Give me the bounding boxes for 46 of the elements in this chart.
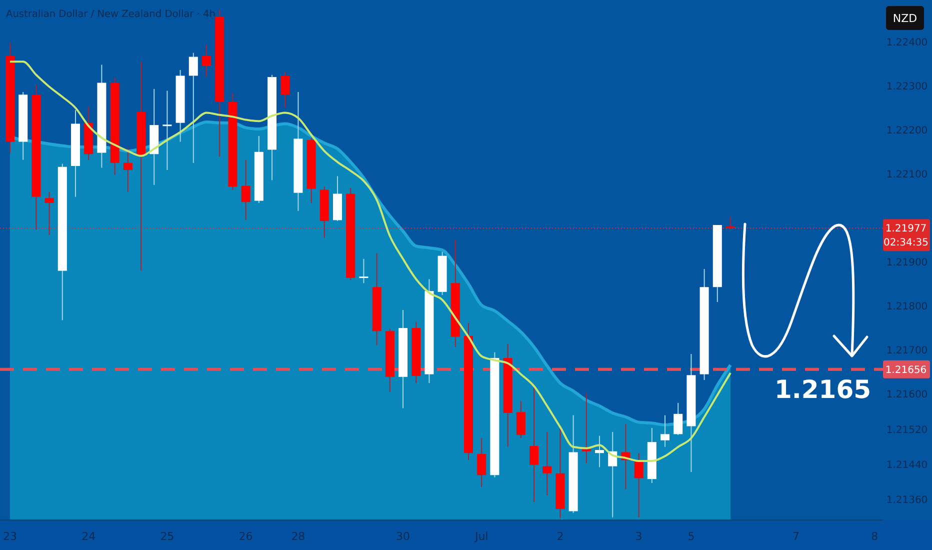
y-tick-label: 1.21360: [886, 495, 928, 506]
x-tick-label: 7: [792, 530, 800, 543]
candlestick: [162, 90, 172, 170]
candlestick: [674, 402, 683, 436]
candlestick: [595, 435, 604, 468]
ref-line-label: 1.21656: [885, 364, 927, 376]
y-tick-label: 1.21520: [886, 424, 928, 436]
x-tick-label: 24: [82, 530, 96, 543]
x-tick-label: 2: [556, 530, 564, 543]
x-tick-label: 5: [688, 530, 695, 543]
y-tick-label: 1.22200: [886, 125, 928, 136]
text: Australian Dollar / New Zealand Dollar · 4h: [6, 9, 216, 20]
x-tick-label: 23: [3, 530, 17, 543]
x-tick-label: Jul: [474, 530, 488, 543]
candlestick: [241, 159, 250, 221]
y-tick-label: 1.22100: [886, 169, 928, 180]
x-tick-label: 28: [291, 530, 306, 543]
y-tick-label: 1.21800: [886, 302, 928, 313]
candlestick: [44, 191, 54, 236]
x-tick-label: 26: [238, 530, 253, 543]
candlestick: [634, 452, 644, 518]
candlestick: [123, 147, 132, 192]
y-tick-label: 1.21900: [886, 257, 928, 268]
annotation: 1.2165: [774, 375, 871, 404]
y-tick-label: 1.21600: [886, 390, 928, 401]
x-tick-label: 8: [871, 530, 878, 543]
candlestick: [542, 431, 552, 496]
candlestick: [188, 52, 198, 164]
y-tick-label: 1.22300: [886, 81, 928, 92]
text: 02:34:35: [884, 238, 928, 249]
text: NZD: [892, 12, 918, 25]
x-tick-label: 3: [635, 530, 642, 543]
candlestick: [660, 414, 670, 448]
y-tick-label: 1.21700: [886, 346, 928, 357]
candlestick: [359, 258, 368, 284]
candlestick: [516, 400, 526, 439]
candlestick: [202, 44, 211, 78]
candlestick: [582, 392, 591, 464]
candlestick: [477, 438, 486, 488]
y-tick-label: 1.21440: [886, 460, 928, 472]
ref-line-label: 1.21977: [885, 224, 927, 235]
candlestick: [280, 71, 290, 108]
x-tick-label: 30: [396, 530, 410, 543]
x-tick-label: 25: [160, 530, 174, 543]
y-tick-label: 1.22400: [886, 37, 928, 48]
candlestick: [530, 384, 538, 502]
